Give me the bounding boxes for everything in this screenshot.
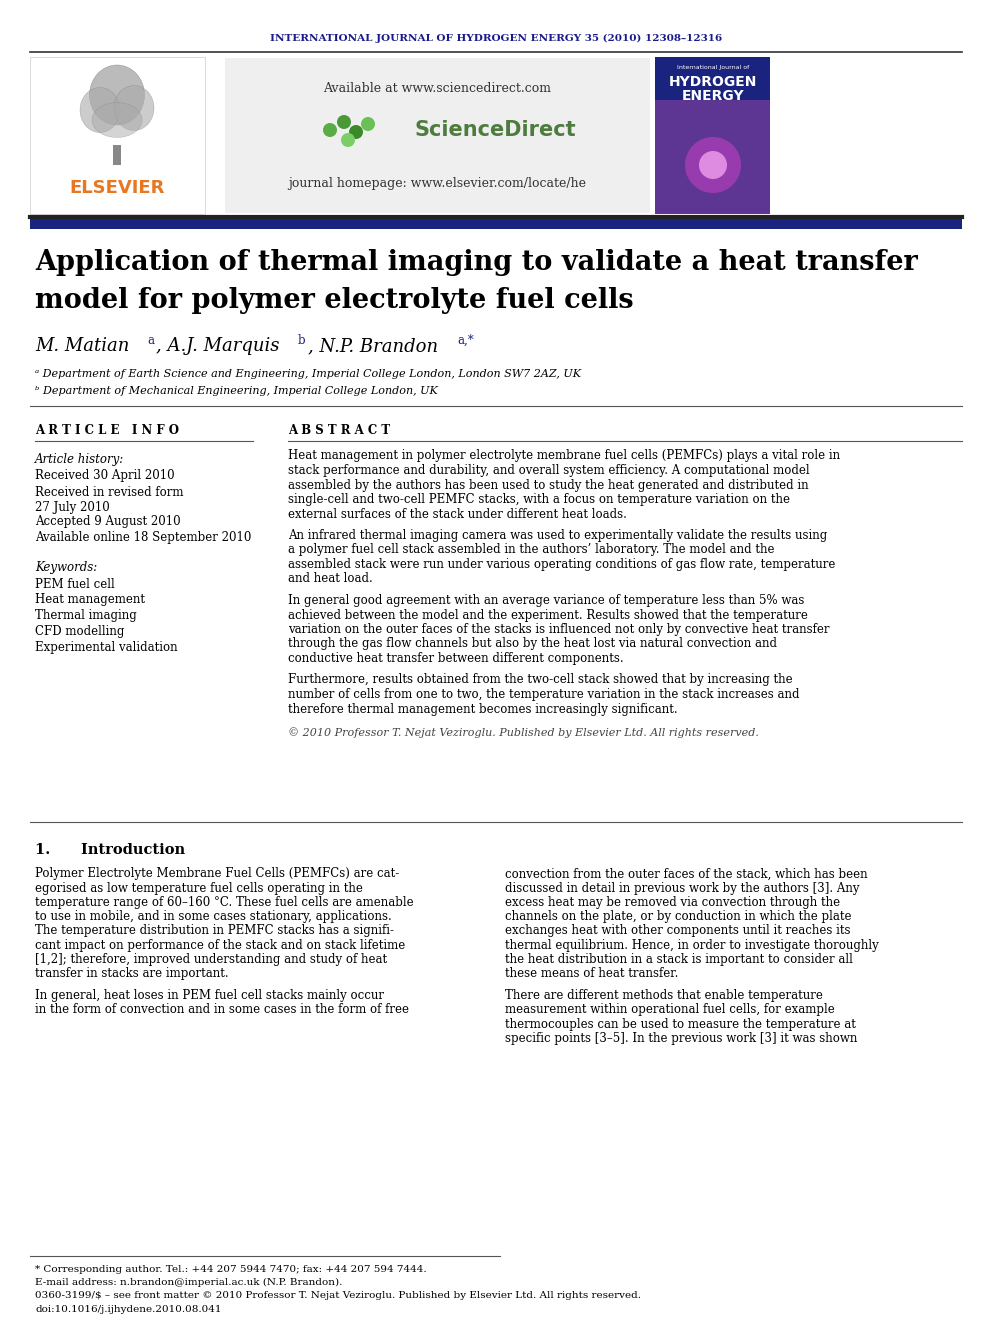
Text: Heat management in polymer electrolyte membrane fuel cells (PEMFCs) plays a vita: Heat management in polymer electrolyte m… (288, 450, 840, 463)
Text: convection from the outer faces of the stack, which has been: convection from the outer faces of the s… (505, 868, 868, 881)
Text: PEM fuel cell: PEM fuel cell (35, 578, 115, 590)
Text: transfer in stacks are important.: transfer in stacks are important. (35, 967, 228, 980)
Text: ᵇ Department of Mechanical Engineering, Imperial College London, UK: ᵇ Department of Mechanical Engineering, … (35, 386, 437, 396)
Text: excess heat may be removed via convection through the: excess heat may be removed via convectio… (505, 896, 840, 909)
Text: journal homepage: www.elsevier.com/locate/he: journal homepage: www.elsevier.com/locat… (288, 176, 586, 189)
Text: , A.J. Marquis: , A.J. Marquis (156, 337, 280, 355)
FancyBboxPatch shape (113, 146, 121, 165)
Text: A R T I C L E   I N F O: A R T I C L E I N F O (35, 423, 179, 437)
Text: number of cells from one to two, the temperature variation in the stack increase: number of cells from one to two, the tem… (288, 688, 800, 701)
Text: A B S T R A C T: A B S T R A C T (288, 423, 390, 437)
Circle shape (361, 116, 375, 131)
Text: Article history:: Article history: (35, 454, 124, 467)
Text: Available at www.sciencedirect.com: Available at www.sciencedirect.com (323, 82, 551, 94)
Text: INTERNATIONAL JOURNAL OF HYDROGEN ENERGY 35 (2010) 12308–12316: INTERNATIONAL JOURNAL OF HYDROGEN ENERGY… (270, 33, 722, 42)
Text: Available online 18 September 2010: Available online 18 September 2010 (35, 531, 251, 544)
FancyBboxPatch shape (225, 58, 650, 213)
FancyBboxPatch shape (30, 57, 205, 214)
Text: egorised as low temperature fuel cells operating in the: egorised as low temperature fuel cells o… (35, 881, 363, 894)
Text: doi:10.1016/j.ijhydene.2010.08.041: doi:10.1016/j.ijhydene.2010.08.041 (35, 1304, 221, 1314)
FancyBboxPatch shape (30, 220, 962, 229)
FancyBboxPatch shape (655, 101, 770, 214)
Text: exchanges heat with other components until it reaches its: exchanges heat with other components unt… (505, 925, 850, 937)
Text: cant impact on performance of the stack and on stack lifetime: cant impact on performance of the stack … (35, 938, 406, 951)
Text: Furthermore, results obtained from the two-cell stack showed that by increasing : Furthermore, results obtained from the t… (288, 673, 793, 687)
Text: a,*: a,* (457, 333, 474, 347)
Text: In general, heat loses in PEM fuel cell stacks mainly occur: In general, heat loses in PEM fuel cell … (35, 990, 384, 1002)
Text: these means of heat transfer.: these means of heat transfer. (505, 967, 679, 980)
Text: Received 30 April 2010: Received 30 April 2010 (35, 470, 175, 483)
Text: specific points [3–5]. In the previous work [3] it was shown: specific points [3–5]. In the previous w… (505, 1032, 857, 1045)
Ellipse shape (89, 65, 145, 124)
Text: 27 July 2010: 27 July 2010 (35, 500, 110, 513)
Text: discussed in detail in previous work by the authors [3]. Any: discussed in detail in previous work by … (505, 881, 859, 894)
Text: stack performance and durability, and overall system efficiency. A computational: stack performance and durability, and ov… (288, 464, 809, 478)
Text: Polymer Electrolyte Membrane Fuel Cells (PEMFCs) are cat-: Polymer Electrolyte Membrane Fuel Cells … (35, 868, 399, 881)
Text: ᵃ Department of Earth Science and Engineering, Imperial College London, London S: ᵃ Department of Earth Science and Engine… (35, 369, 581, 378)
Circle shape (685, 138, 741, 193)
Text: the heat distribution in a stack is important to consider all: the heat distribution in a stack is impo… (505, 953, 853, 966)
Text: temperature range of 60–160 °C. These fuel cells are amenable: temperature range of 60–160 °C. These fu… (35, 896, 414, 909)
Text: a: a (147, 333, 154, 347)
Text: * Corresponding author. Tel.: +44 207 5944 7470; fax: +44 207 594 7444.: * Corresponding author. Tel.: +44 207 59… (35, 1265, 427, 1274)
Text: and heat load.: and heat load. (288, 573, 373, 586)
Text: 0360-3199/$ – see front matter © 2010 Professor T. Nejat Veziroglu. Published by: 0360-3199/$ – see front matter © 2010 Pr… (35, 1291, 641, 1301)
Text: , N.P. Brandon: , N.P. Brandon (308, 337, 438, 355)
Text: CFD modelling: CFD modelling (35, 626, 124, 639)
Text: to use in mobile, and in some cases stationary, applications.: to use in mobile, and in some cases stat… (35, 910, 392, 923)
Text: a polymer fuel cell stack assembled in the authors’ laboratory. The model and th: a polymer fuel cell stack assembled in t… (288, 544, 775, 557)
Text: Heat management: Heat management (35, 594, 145, 606)
Text: The temperature distribution in PEMFC stacks has a signifi-: The temperature distribution in PEMFC st… (35, 925, 394, 937)
Text: in the form of convection and in some cases in the form of free: in the form of convection and in some ca… (35, 1003, 409, 1016)
Text: thermal equilibrium. Hence, in order to investigate thoroughly: thermal equilibrium. Hence, in order to … (505, 938, 879, 951)
FancyBboxPatch shape (655, 57, 770, 214)
Text: Application of thermal imaging to validate a heat transfer: Application of thermal imaging to valida… (35, 249, 918, 275)
Text: There are different methods that enable temperature: There are different methods that enable … (505, 990, 823, 1002)
Text: International Journal of: International Journal of (677, 66, 749, 70)
Text: conductive heat transfer between different components.: conductive heat transfer between differe… (288, 652, 624, 665)
Text: through the gas flow channels but also by the heat lost via natural convection a: through the gas flow channels but also b… (288, 638, 777, 651)
Circle shape (341, 134, 355, 147)
Text: Accepted 9 August 2010: Accepted 9 August 2010 (35, 516, 181, 528)
Ellipse shape (114, 86, 154, 131)
Text: assembled stack were run under various operating conditions of gas flow rate, te: assembled stack were run under various o… (288, 558, 835, 572)
Text: © 2010 Professor T. Nejat Veziroglu. Published by Elsevier Ltd. All rights reser: © 2010 Professor T. Nejat Veziroglu. Pub… (288, 728, 759, 738)
Circle shape (323, 123, 337, 138)
Text: achieved between the model and the experiment. Results showed that the temperatu: achieved between the model and the exper… (288, 609, 807, 622)
Text: model for polymer electrolyte fuel cells: model for polymer electrolyte fuel cells (35, 287, 634, 314)
Circle shape (349, 124, 363, 139)
Text: E-mail address: n.brandon@imperial.ac.uk (N.P. Brandon).: E-mail address: n.brandon@imperial.ac.uk… (35, 1278, 342, 1286)
Text: thermocouples can be used to measure the temperature at: thermocouples can be used to measure the… (505, 1017, 856, 1031)
Text: external surfaces of the stack under different heat loads.: external surfaces of the stack under dif… (288, 508, 627, 520)
Ellipse shape (80, 87, 120, 132)
Text: ENERGY: ENERGY (682, 89, 744, 103)
Text: Received in revised form: Received in revised form (35, 486, 184, 499)
Text: therefore thermal management becomes increasingly significant.: therefore thermal management becomes inc… (288, 703, 678, 716)
Text: Thermal imaging: Thermal imaging (35, 610, 137, 623)
Text: ScienceDirect: ScienceDirect (415, 120, 576, 140)
Text: measurement within operational fuel cells, for example: measurement within operational fuel cell… (505, 1003, 834, 1016)
Text: single-cell and two-cell PEMFC stacks, with a focus on temperature variation on : single-cell and two-cell PEMFC stacks, w… (288, 493, 790, 505)
Text: variation on the outer faces of the stacks is influenced not only by convective : variation on the outer faces of the stac… (288, 623, 829, 636)
Text: M. Matian: M. Matian (35, 337, 129, 355)
Text: assembled by the authors has been used to study the heat generated and distribut: assembled by the authors has been used t… (288, 479, 808, 492)
Text: Experimental validation: Experimental validation (35, 642, 178, 655)
Text: b: b (298, 333, 306, 347)
Text: [1,2]; therefore, improved understanding and study of heat: [1,2]; therefore, improved understanding… (35, 953, 387, 966)
Text: In general good agreement with an average variance of temperature less than 5% w: In general good agreement with an averag… (288, 594, 805, 607)
Text: Keywords:: Keywords: (35, 561, 97, 574)
Text: 1.      Introduction: 1. Introduction (35, 843, 186, 857)
Ellipse shape (92, 102, 142, 138)
Text: An infrared thermal imaging camera was used to experimentally validate the resul: An infrared thermal imaging camera was u… (288, 529, 827, 542)
Text: channels on the plate, or by conduction in which the plate: channels on the plate, or by conduction … (505, 910, 851, 923)
Circle shape (699, 151, 727, 179)
Circle shape (337, 115, 351, 130)
Text: ELSEVIER: ELSEVIER (69, 179, 165, 197)
Text: HYDROGEN: HYDROGEN (669, 75, 757, 89)
